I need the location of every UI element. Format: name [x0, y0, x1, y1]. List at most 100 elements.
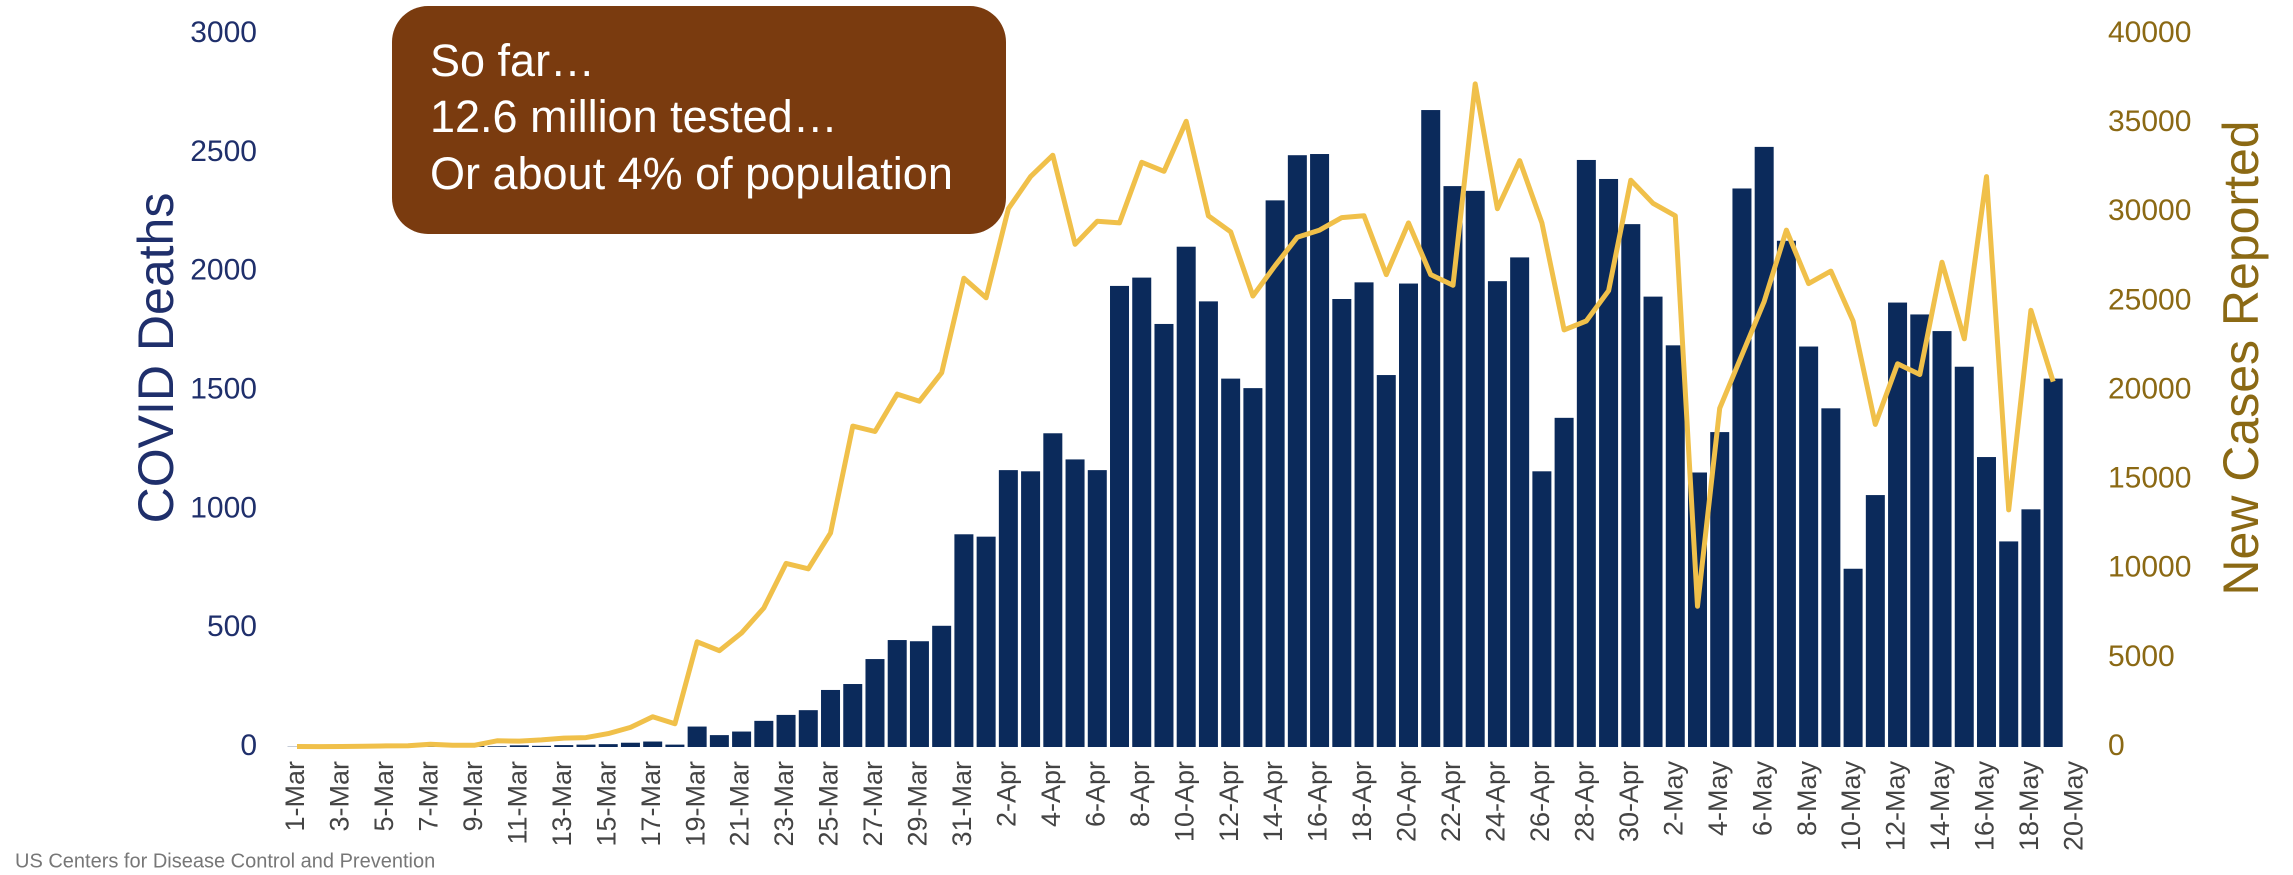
bar	[1065, 459, 1085, 747]
bar	[1421, 110, 1441, 747]
bar	[843, 684, 863, 747]
bar	[598, 744, 618, 747]
x-tick-label: 20-Apr	[1392, 761, 1422, 842]
bar	[2043, 378, 2063, 747]
bar	[1776, 240, 1796, 747]
bar	[1710, 432, 1730, 747]
y-tick-label: 1500	[190, 372, 257, 405]
bar	[1154, 323, 1174, 747]
bar	[798, 710, 818, 747]
x-tick-label: 16-May	[1970, 761, 2000, 852]
x-tick-label: 26-Apr	[1525, 761, 1555, 842]
bar	[1954, 366, 1974, 747]
x-tick-label: 22-Apr	[1436, 761, 1466, 842]
x-tick-label: 17-Mar	[636, 761, 666, 847]
bar	[709, 735, 729, 747]
x-tick-label: 13-Mar	[547, 761, 577, 847]
bar	[1976, 457, 1996, 747]
y-tick-label: 3000	[190, 16, 257, 49]
bar	[1821, 408, 1841, 747]
x-tick-label: 6-May	[1747, 761, 1777, 837]
x-tick-label: 1-Mar	[280, 761, 310, 832]
x-tick-label: 2-Apr	[991, 761, 1021, 827]
bar	[1221, 378, 1241, 747]
bar	[1310, 154, 1330, 747]
bar	[732, 731, 752, 747]
bar	[932, 625, 952, 747]
x-tick-label: 7-Mar	[414, 761, 444, 832]
bar	[1110, 285, 1130, 747]
x-tick-label: 27-Mar	[858, 761, 888, 847]
x-tick-label: 12-Apr	[1214, 761, 1244, 842]
bar	[532, 745, 552, 747]
bar	[1443, 186, 1463, 747]
bar	[1399, 283, 1418, 747]
x-tick-label: 29-Mar	[903, 761, 933, 847]
annotation-line: So far…	[430, 35, 595, 86]
bar	[576, 744, 596, 747]
bar	[1510, 257, 1530, 747]
bar	[776, 714, 796, 747]
bar	[954, 534, 974, 747]
x-tick-label: 10-May	[1836, 761, 1866, 852]
y2-tick-label: 5000	[2108, 640, 2175, 673]
bar	[1087, 470, 1107, 747]
annotation-box	[392, 6, 1006, 234]
bar	[1999, 541, 2019, 747]
y2-tick-label: 15000	[2108, 462, 2191, 495]
x-tick-label: 6-Apr	[1080, 761, 1110, 827]
bar	[1465, 190, 1485, 748]
bar	[665, 744, 685, 747]
bar	[821, 689, 841, 747]
bar	[1176, 246, 1196, 747]
x-tick-label: 12-May	[1881, 761, 1911, 852]
bar	[1487, 281, 1507, 747]
y2-tick-label: 30000	[2108, 194, 2191, 227]
bar	[887, 640, 907, 747]
bar	[1932, 331, 1952, 747]
bar	[1532, 471, 1552, 747]
bar	[1021, 471, 1041, 747]
y-tick-label: 0	[240, 729, 257, 762]
bar	[865, 659, 885, 747]
x-tick-label: 15-Mar	[591, 761, 621, 847]
x-tick-label: 4-May	[1703, 761, 1733, 837]
bar	[1376, 375, 1396, 747]
x-tick-label: 2-May	[1658, 761, 1688, 837]
bar	[1665, 345, 1685, 747]
x-tick-label: 8-May	[1792, 761, 1822, 837]
bar	[754, 720, 774, 747]
x-tick-label: 5-Mar	[369, 761, 399, 832]
bar	[1354, 282, 1374, 747]
y-tick-label: 2500	[190, 135, 257, 168]
y2-tick-label: 40000	[2108, 16, 2191, 49]
x-tick-label: 14-Apr	[1258, 761, 1288, 842]
x-tick-label: 18-May	[2014, 761, 2044, 852]
x-tick-label: 4-Apr	[1036, 761, 1066, 827]
line	[296, 81, 2056, 750]
y2-tick-label: 25000	[2108, 283, 2191, 316]
x-tick-label: 23-Mar	[769, 761, 799, 847]
y2-tick-label: 35000	[2108, 105, 2191, 138]
bar	[1643, 296, 1663, 747]
bar	[1198, 301, 1218, 747]
bar	[1799, 346, 1819, 747]
x-tick-label: 8-Apr	[1125, 761, 1155, 827]
bar	[487, 746, 507, 747]
x-tick-label: 18-Apr	[1347, 761, 1377, 842]
bar	[2021, 509, 2041, 747]
x-tick-label: 10-Apr	[1169, 761, 1199, 842]
y2-tick-label: 20000	[2108, 372, 2191, 405]
bar	[1888, 302, 1908, 747]
bar	[1599, 178, 1619, 747]
x-tick-label: 16-Apr	[1303, 761, 1333, 842]
bar	[1843, 568, 1863, 747]
bar	[1043, 433, 1063, 747]
bar	[643, 741, 663, 747]
x-tick-label: 24-Apr	[1481, 761, 1511, 842]
bar	[976, 536, 996, 747]
source: US Centers for Disease Control and Preve…	[15, 850, 435, 872]
x-tick-label: 21-Mar	[725, 761, 755, 847]
bar	[1265, 200, 1285, 747]
